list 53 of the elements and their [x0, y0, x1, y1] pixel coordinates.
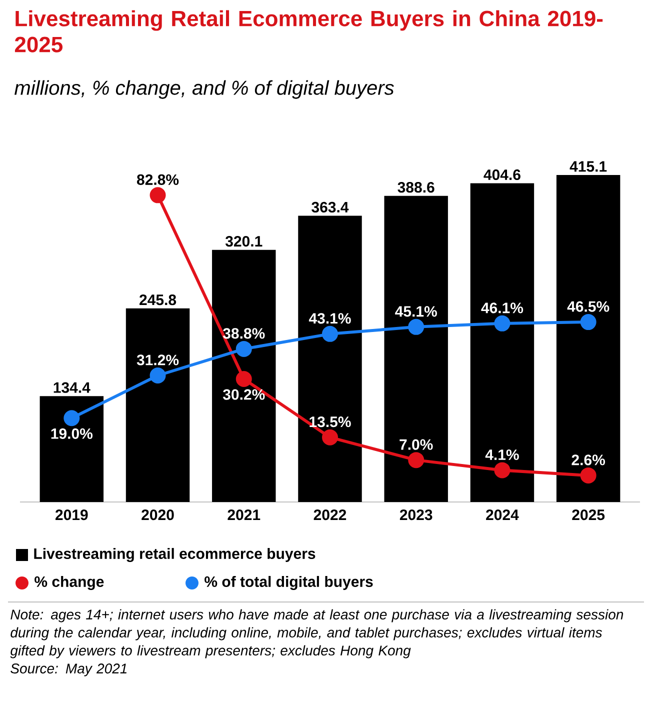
point — [494, 315, 510, 332]
data-label: 388.6 — [398, 182, 434, 193]
legend-label: Livestreaming retail ecommerce buyers — [34, 548, 316, 562]
bar — [212, 250, 276, 502]
data-label: 31.2% — [136, 354, 179, 366]
bar — [40, 396, 104, 502]
data-label: 43.1% — [308, 313, 351, 324]
data-label: 46.1% — [481, 302, 524, 314]
data-label: 30.2% — [222, 389, 265, 400]
data-label: 19.0% — [51, 428, 93, 439]
data-label: 2.6% — [572, 454, 606, 466]
point — [580, 467, 596, 484]
chart-subtitle: millions, % change, and % of digital buyers — [14, 80, 394, 99]
data-label: 320.1 — [225, 236, 262, 247]
data-label: 415.1 — [570, 161, 607, 172]
x-tick-label: 2022 — [314, 510, 346, 520]
x-tick-label: 2021 — [228, 510, 260, 520]
source-note: Source: May 2021 — [10, 664, 127, 676]
data-label: 45.1% — [395, 306, 437, 317]
point — [150, 368, 166, 384]
point — [580, 314, 596, 330]
chart-title: Livestreaming Retail Ecommerce Buyers in China 2019-2025 — [14, 10, 603, 52]
data-label: 134.4 — [54, 382, 90, 393]
legend-label: % of total digital buyers — [204, 576, 373, 590]
x-tick-label: 2019 — [56, 510, 88, 520]
data-label: 404.6 — [484, 169, 520, 180]
point — [236, 370, 252, 387]
point — [64, 410, 80, 426]
data-label: 46.5% — [567, 301, 610, 312]
bar — [556, 174, 620, 502]
data-label: 7.0% — [400, 439, 433, 450]
bar — [298, 216, 362, 502]
point — [408, 318, 424, 335]
bar — [470, 183, 534, 502]
point — [322, 429, 338, 446]
bar — [384, 196, 448, 502]
x-tick-label: 2020 — [142, 510, 174, 520]
text: Note: ages 14+; internet users who have made at least one purchase via a livestreaming session during the calendar year, including online, mobile, and tablet purchases; excludes virtual items gifted by viewers to livestream presenters; excludes Hong Kong — [10, 609, 624, 658]
point — [236, 340, 252, 357]
legend-label: % change — [34, 576, 104, 590]
x-tick-label: 2024 — [486, 510, 519, 520]
x-tick-label: 2025 — [572, 510, 605, 520]
point — [322, 326, 338, 342]
x-tick-label: 2023 — [400, 510, 432, 520]
point — [150, 187, 166, 204]
data-label: 245.8 — [140, 294, 176, 306]
data-label: 363.4 — [312, 202, 349, 213]
bar — [126, 308, 190, 502]
point — [408, 452, 424, 468]
data-label: 4.1% — [485, 449, 519, 460]
data-label: 13.5% — [310, 416, 351, 428]
data-label: 82.8% — [136, 174, 179, 185]
point — [494, 462, 510, 478]
